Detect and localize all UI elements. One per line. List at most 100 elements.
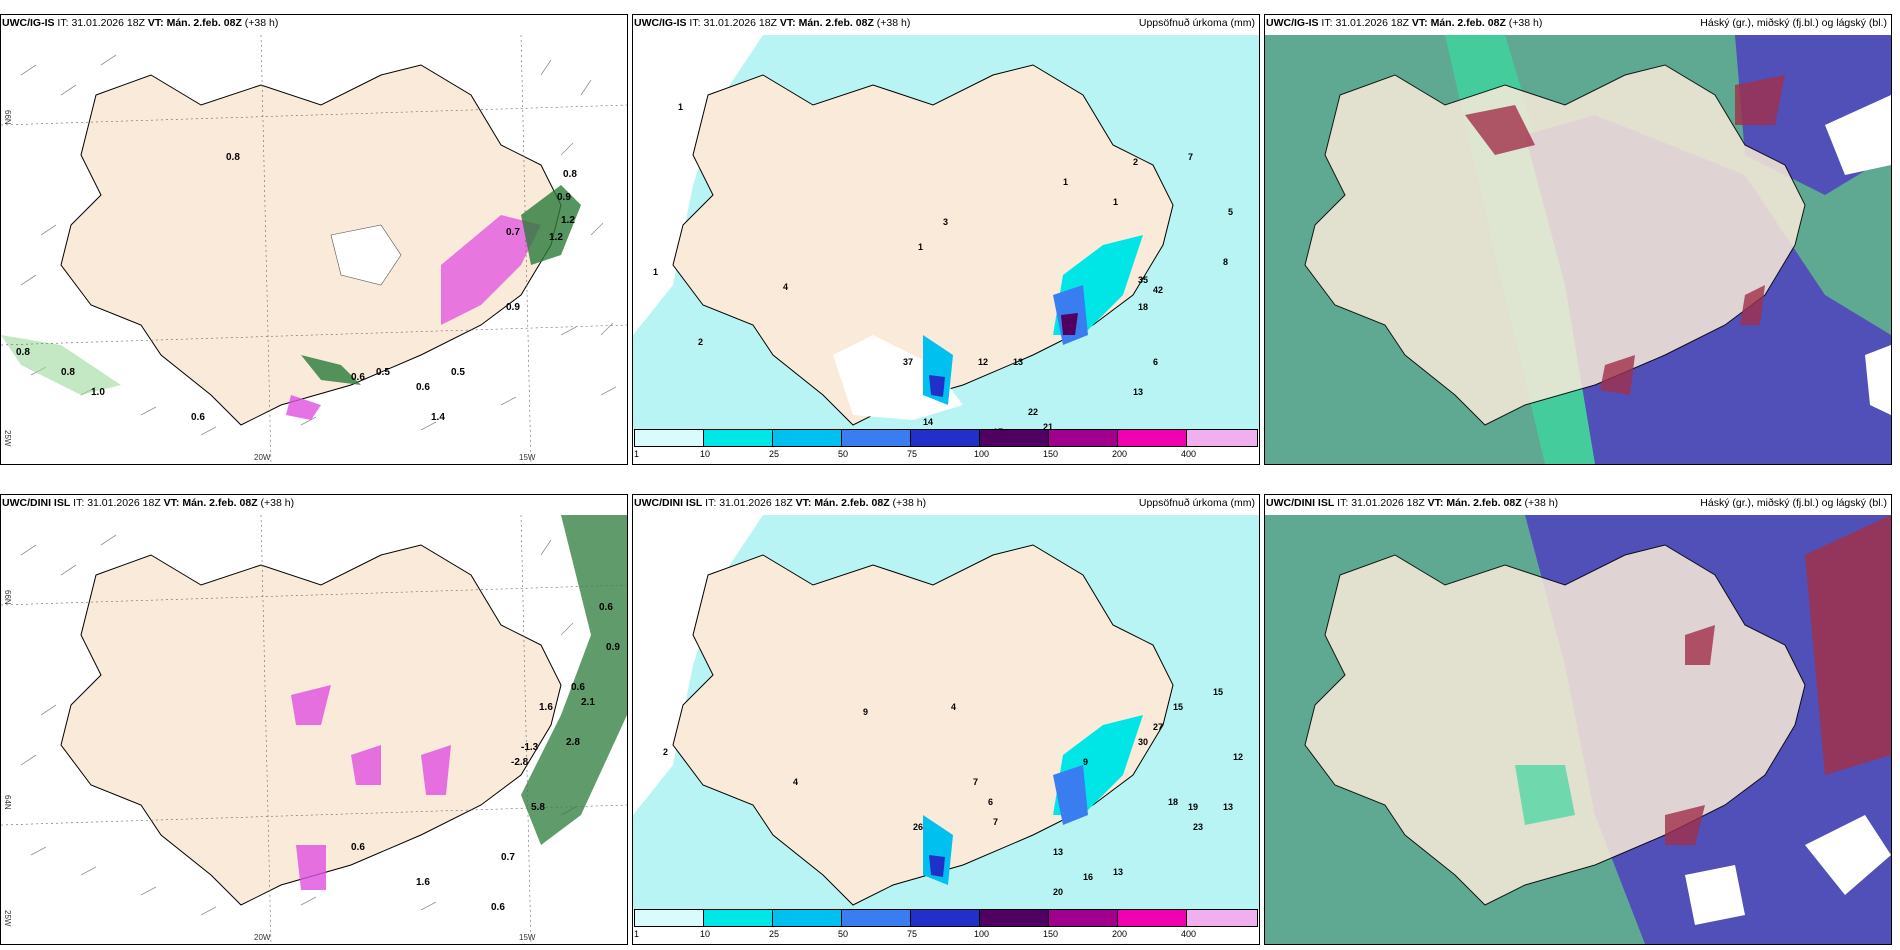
lon-label: 25W — [3, 430, 12, 447]
precip-label: 19 — [1188, 802, 1198, 812]
panel-header: UWC/DINI ISL IT: 31.01.2026 18Z VT: Mán.… — [2, 497, 295, 509]
precip-label: 22 — [1028, 407, 1038, 417]
wind-label: 2.8 — [566, 737, 580, 748]
wind-label: 0.6 — [599, 602, 613, 613]
colorbar-tick: 400 — [1181, 449, 1197, 459]
wind-map: 0.8 0.8 0.6 1.0 0.8 0.6 0.5 0.6 0.5 1.4 … — [1, 35, 627, 464]
precip-label: 15 — [1213, 687, 1223, 697]
colorbar-cell — [841, 909, 911, 927]
wind-label: 0.8 — [61, 367, 75, 378]
precip-label: 13 — [1113, 867, 1123, 877]
precip-label: 2 — [698, 337, 703, 347]
colorbar-tick: 25 — [769, 449, 780, 459]
wind-label: 0.6 — [351, 372, 365, 383]
wind-label: 0.5 — [376, 367, 390, 378]
panel-header: UWC/IG-IS IT: 31.01.2026 18Z VT: Mán. 2.… — [2, 17, 279, 29]
precip-label: 26 — [913, 822, 923, 832]
wind-label: 0.8 — [226, 152, 240, 163]
precip-label: 13 — [1223, 802, 1233, 812]
colorbar-tick: 100 — [974, 929, 990, 939]
colorbar-cell — [772, 429, 842, 447]
precip-label: 5 — [1228, 207, 1233, 217]
colorbar-cell — [1186, 429, 1258, 447]
precip-label: 20 — [1053, 887, 1063, 897]
precip-label: 1 — [1063, 177, 1068, 187]
precip-label: 9 — [1083, 757, 1088, 767]
lon-label: 20W — [254, 933, 271, 942]
panel-dini-precip: UWC/DINI ISL IT: 31.01.2026 18Z VT: Mán.… — [632, 494, 1260, 945]
colorbar-tick: 50 — [838, 929, 849, 939]
colorbar-tick: 1 — [634, 449, 640, 459]
colorbar-cell — [910, 429, 980, 447]
colorbar-tick: 75 — [907, 449, 918, 459]
lon-label: 15W — [519, 933, 536, 942]
precip-label: 1 — [918, 242, 923, 252]
colorbar-cell — [1186, 909, 1258, 927]
precip-label: 18 — [1138, 302, 1148, 312]
precip-label: 1 — [678, 102, 683, 112]
cloud-map — [1265, 35, 1891, 464]
lon-label: 25W — [3, 910, 12, 927]
colorbar-tick: 200 — [1112, 929, 1128, 939]
precip-label: 2 — [1133, 157, 1138, 167]
colorbar-cell — [634, 909, 704, 927]
precip-label: 13 — [1133, 387, 1143, 397]
wind-label: 0.8 — [16, 347, 30, 358]
panel-header: UWC/DINI ISL IT: 31.01.2026 18Z VT: Mán.… — [634, 497, 927, 509]
panel-title: Uppsöfnuð úrkoma (mm) — [1138, 17, 1255, 29]
precip-label: 1 — [653, 267, 658, 277]
colorbar: 1 10 25 50 75 100 150 200 400 — [634, 909, 1258, 943]
iceland-land — [60, 64, 562, 426]
precip-label: 30 — [1138, 737, 1148, 747]
wind-label: 0.9 — [506, 302, 520, 313]
panel-ig-precip: UWC/IG-IS IT: 31.01.2026 18Z VT: Mán. 2.… — [632, 14, 1260, 465]
precip-label: 9 — [863, 707, 868, 717]
colorbar-cell — [1117, 909, 1187, 927]
wind-label: -1.3 — [521, 742, 539, 753]
panel-header: UWC/IG-IS IT: 31.01.2026 18Z VT: Mán. 2.… — [1266, 17, 1543, 29]
colorbar-cell — [634, 429, 704, 447]
panel-ig-wind: UWC/IG-IS IT: 31.01.2026 18Z VT: Mán. 2.… — [0, 14, 628, 465]
colorbar-tick: 100 — [974, 449, 990, 459]
wind-label: 0.6 — [491, 902, 505, 913]
precip-label: 12 — [978, 357, 988, 367]
precip-label: 35 — [1138, 275, 1148, 285]
wind-label: 0.6 — [571, 682, 585, 693]
precip-label: 23 — [1193, 822, 1203, 832]
wind-label: 0.9 — [557, 192, 571, 203]
colorbar-tick: 50 — [838, 449, 849, 459]
wind-label: 0.7 — [506, 227, 520, 238]
wind-label: 0.6 — [416, 382, 430, 393]
precip-label: 2 — [663, 747, 668, 757]
precip-label: 8 — [1223, 257, 1228, 267]
precip-label: 4 — [783, 282, 788, 292]
precip-label: 12 — [1233, 752, 1243, 762]
precip-label: 3 — [943, 217, 948, 227]
precip-label: 7 — [973, 777, 978, 787]
precip-label: 18 — [1168, 797, 1178, 807]
cloud-map — [1265, 515, 1891, 944]
wind-label: 0.6 — [351, 842, 365, 853]
precip-label: 37 — [903, 357, 913, 367]
precip-label: 13 — [1053, 847, 1063, 857]
precip-label: 6 — [1153, 357, 1158, 367]
wind-label: -2.8 — [511, 757, 529, 768]
lon-label: 20W — [254, 453, 271, 462]
colorbar-cell — [910, 909, 980, 927]
precip-label: 21 — [1043, 422, 1053, 430]
colorbar-tick: 200 — [1112, 449, 1128, 459]
precip-label: 27 — [1153, 722, 1163, 732]
precip-label: 6 — [988, 797, 993, 807]
panel-dini-wind: UWC/DINI ISL IT: 31.01.2026 18Z VT: Mán.… — [0, 494, 628, 945]
panel-header: UWC/DINI ISL IT: 31.01.2026 18Z VT: Mán.… — [1266, 497, 1559, 509]
wind-label: 0.7 — [501, 852, 515, 863]
precip-label: 15 — [1173, 702, 1183, 712]
precip-map: 1 1 4 2 3 1 1 1 2 7 8 5 37 12 13 6 22 21… — [633, 35, 1259, 430]
lat-label: 66N — [3, 590, 12, 605]
colorbar-cell — [1048, 909, 1118, 927]
precip-label: 17 — [993, 427, 1003, 430]
precip-label: 1 — [1113, 197, 1118, 207]
wind-label: 1.6 — [416, 877, 430, 888]
colorbar-cell — [772, 909, 842, 927]
colorbar-cell — [1117, 429, 1187, 447]
